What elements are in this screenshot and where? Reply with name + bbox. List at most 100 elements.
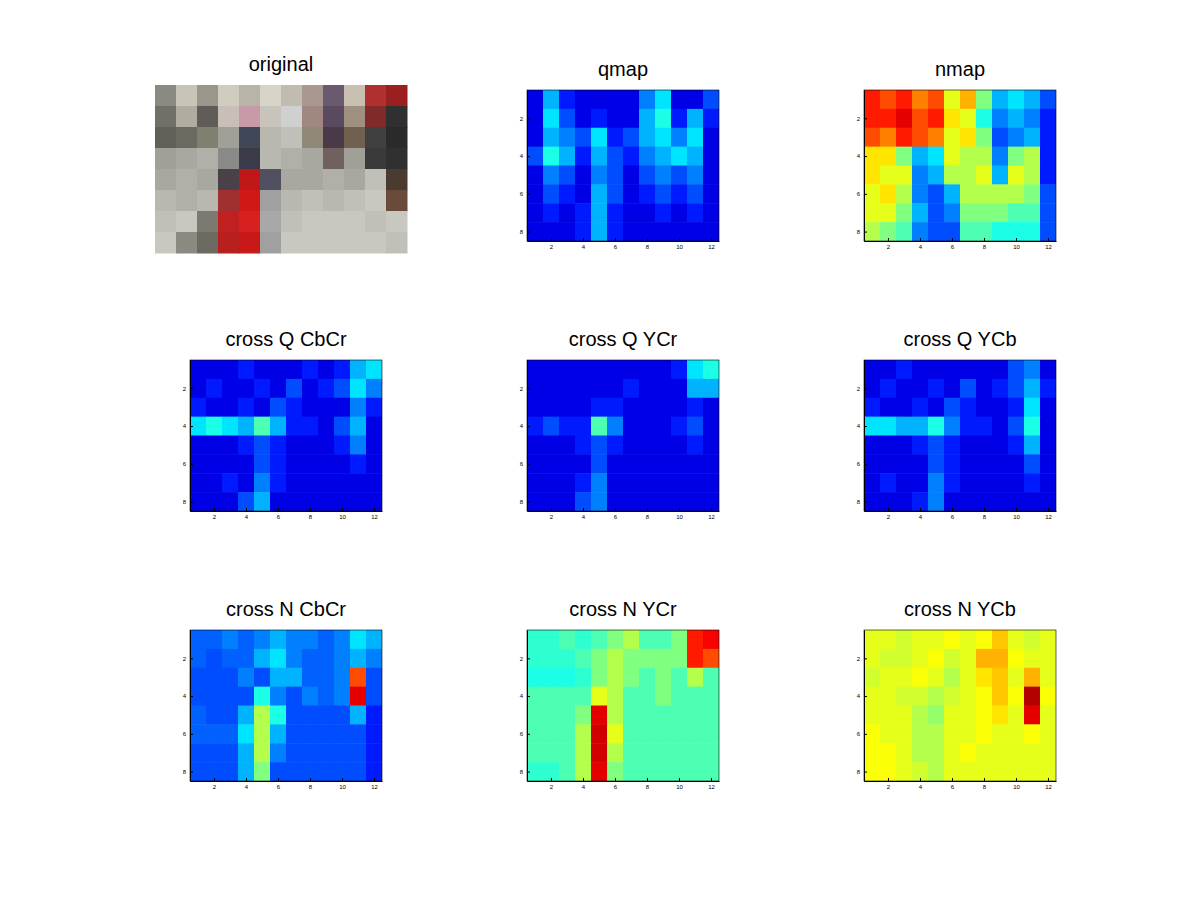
heatmap-cell — [639, 706, 656, 725]
heatmap-cell — [527, 473, 544, 492]
y-tick: 4 — [183, 423, 193, 429]
heatmap-cell — [591, 762, 608, 781]
heatmap-cell — [302, 762, 319, 781]
heatmap-cell — [334, 360, 351, 379]
y-tick: 8 — [183, 769, 193, 775]
tick-label: 8 — [983, 514, 987, 520]
heatmap-cell — [703, 492, 719, 511]
heatmap-cell — [1040, 128, 1056, 147]
x-axis: 24681012 — [191, 778, 383, 790]
heatmap-cell — [944, 762, 961, 781]
heatmap-cell — [880, 184, 897, 203]
heatmap-cell — [992, 492, 1009, 511]
tick-label: 12 — [371, 784, 378, 790]
heatmap-cell — [880, 743, 897, 762]
heatmap-cell — [896, 706, 913, 725]
heatmap-cell — [912, 454, 929, 473]
heatmap-cell — [896, 90, 913, 109]
heatmap-cell — [334, 436, 351, 455]
tick-label: 8 — [857, 769, 861, 775]
x-tick: 12 — [371, 778, 378, 790]
heatmap-cell — [206, 687, 223, 706]
heatmap-cell — [1024, 166, 1041, 185]
tick-mark — [679, 508, 680, 511]
heatmap-cell — [1008, 222, 1025, 241]
heatmap-cell — [1040, 109, 1056, 128]
tick-mark — [984, 238, 985, 241]
heatmap-cell — [559, 360, 576, 379]
heatmap-cell — [864, 360, 881, 379]
heatmap-cell — [254, 398, 271, 417]
heatmap-cell — [687, 724, 704, 743]
axis-line — [528, 781, 720, 782]
tick-mark — [920, 238, 921, 241]
y-tick: 2 — [183, 656, 193, 662]
heatmap-cell — [334, 743, 351, 762]
tick-mark — [551, 508, 552, 511]
heatmap-cell — [575, 630, 592, 649]
x-tick: 12 — [708, 238, 715, 250]
heatmap-cell — [671, 166, 688, 185]
x-axis: 24681012 — [865, 508, 1057, 520]
heatmap-cell — [575, 687, 592, 706]
axis-line — [191, 511, 383, 512]
heatmap-cell — [703, 128, 719, 147]
heatmap-cell — [543, 492, 560, 511]
heatmap-cell — [703, 222, 719, 241]
heatmap-cell — [575, 166, 592, 185]
heatmap-cell — [559, 687, 576, 706]
heatmap-cell — [350, 649, 367, 668]
heatmap-cell — [864, 417, 881, 436]
heatmap-cell — [575, 436, 592, 455]
heatmap-cell — [639, 184, 656, 203]
x-tick: 12 — [371, 508, 378, 520]
y-axis: 2468 — [520, 631, 530, 782]
heatmap-cell — [687, 90, 704, 109]
tick-mark — [190, 502, 193, 503]
tick-mark — [711, 778, 712, 781]
panel: nmap246810122468 — [857, 58, 1057, 250]
image-pixel — [344, 85, 366, 107]
axis-line — [528, 241, 720, 242]
heatmap-cell — [527, 417, 544, 436]
heatmap-cell — [1008, 492, 1025, 511]
heatmap-cell — [527, 743, 544, 762]
y-tick: 6 — [857, 731, 867, 737]
heatmap-cell — [607, 706, 624, 725]
image-pixel — [239, 148, 261, 170]
x-axis: 24681012 — [528, 778, 720, 790]
tick-label: 4 — [919, 784, 923, 790]
heatmap-cell — [1024, 706, 1041, 725]
heatmap-cell — [864, 492, 881, 511]
heatmap-cell — [960, 128, 977, 147]
tick-label: 2 — [550, 784, 554, 790]
heatmap-cell — [944, 649, 961, 668]
heatmap-cell — [1040, 649, 1056, 668]
tick-mark — [864, 232, 867, 233]
heatmap-cell — [623, 379, 640, 398]
heatmap-cell — [575, 379, 592, 398]
heatmap-cell — [366, 762, 382, 781]
heatmap-cell — [655, 668, 672, 687]
tick-mark — [984, 778, 985, 781]
heatmap-cell — [639, 128, 656, 147]
heatmap-cell — [896, 436, 913, 455]
heatmap-cell — [687, 128, 704, 147]
heatmap-cell — [1040, 90, 1056, 109]
image-pixel — [239, 106, 261, 128]
x-tick: 4 — [582, 778, 586, 790]
heatmap-cell — [591, 109, 608, 128]
heatmap-cell — [350, 630, 367, 649]
heatmap-cell — [559, 166, 576, 185]
heatmap-cell — [527, 668, 544, 687]
heatmap-cell — [912, 222, 929, 241]
heatmap-cell — [350, 360, 367, 379]
tick-label: 8 — [646, 244, 650, 250]
heatmap-cell — [334, 398, 351, 417]
heatmap-cell — [302, 454, 319, 473]
plot-frame — [527, 630, 719, 781]
heatmap-cell — [1008, 706, 1025, 725]
y-axis: 2468 — [520, 91, 530, 242]
heatmap-cell — [976, 454, 993, 473]
y-tick: 2 — [520, 656, 530, 662]
